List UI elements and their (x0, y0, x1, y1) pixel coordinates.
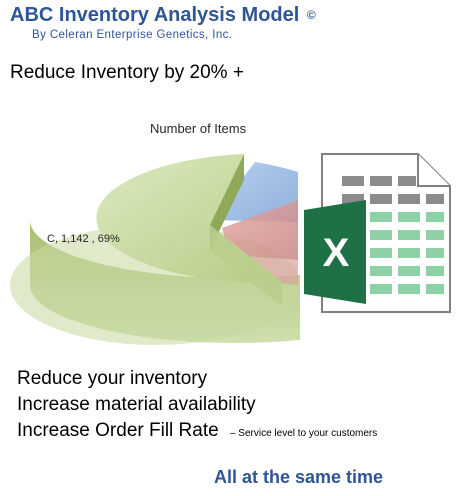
excel-letter: X (323, 231, 350, 275)
title-text: ABC Inventory Analysis Model (10, 4, 300, 26)
pie-slice-b (222, 200, 298, 260)
benefit-item: Increase Order Fill Rate – Service level… (17, 418, 377, 447)
byline: By Celeran Enterprise Genetics, Inc. (32, 29, 233, 41)
headline: Reduce Inventory by 20% + (10, 62, 244, 83)
pie-data-label-c: C, 1,142 , 69% (47, 233, 120, 245)
pie-slice-c-face-2 (210, 225, 282, 306)
spreadsheet-grid-icon (342, 176, 444, 294)
page-title: ABC Inventory Analysis Model © (10, 4, 316, 27)
excel-badge (304, 200, 366, 304)
pie-chart: C, 1,142 , 69% (0, 110, 300, 360)
benefit-list: Reduce your inventory Increase material … (17, 366, 377, 447)
benefit-text: Reduce your inventory (17, 368, 208, 389)
benefit-text: Increase material availability (17, 394, 256, 415)
copyright-symbol: © (306, 8, 316, 22)
pie-slice-a (210, 162, 298, 222)
benefit-note: – Service level to your customers (229, 428, 378, 439)
pie-chart-svg: C, 1,142 , 69% (10, 154, 300, 345)
benefit-item: Reduce your inventory (17, 366, 377, 392)
pie-slice-c-face (210, 154, 244, 250)
excel-icon-svg: X (304, 153, 451, 313)
chart-title: Number of Items (150, 121, 247, 136)
benefit-text: Increase Order Fill Rate (17, 420, 219, 441)
tagline: All at the same time (214, 467, 384, 487)
excel-logo-icon: X (300, 152, 452, 317)
benefit-item: Increase material availability (17, 392, 377, 418)
